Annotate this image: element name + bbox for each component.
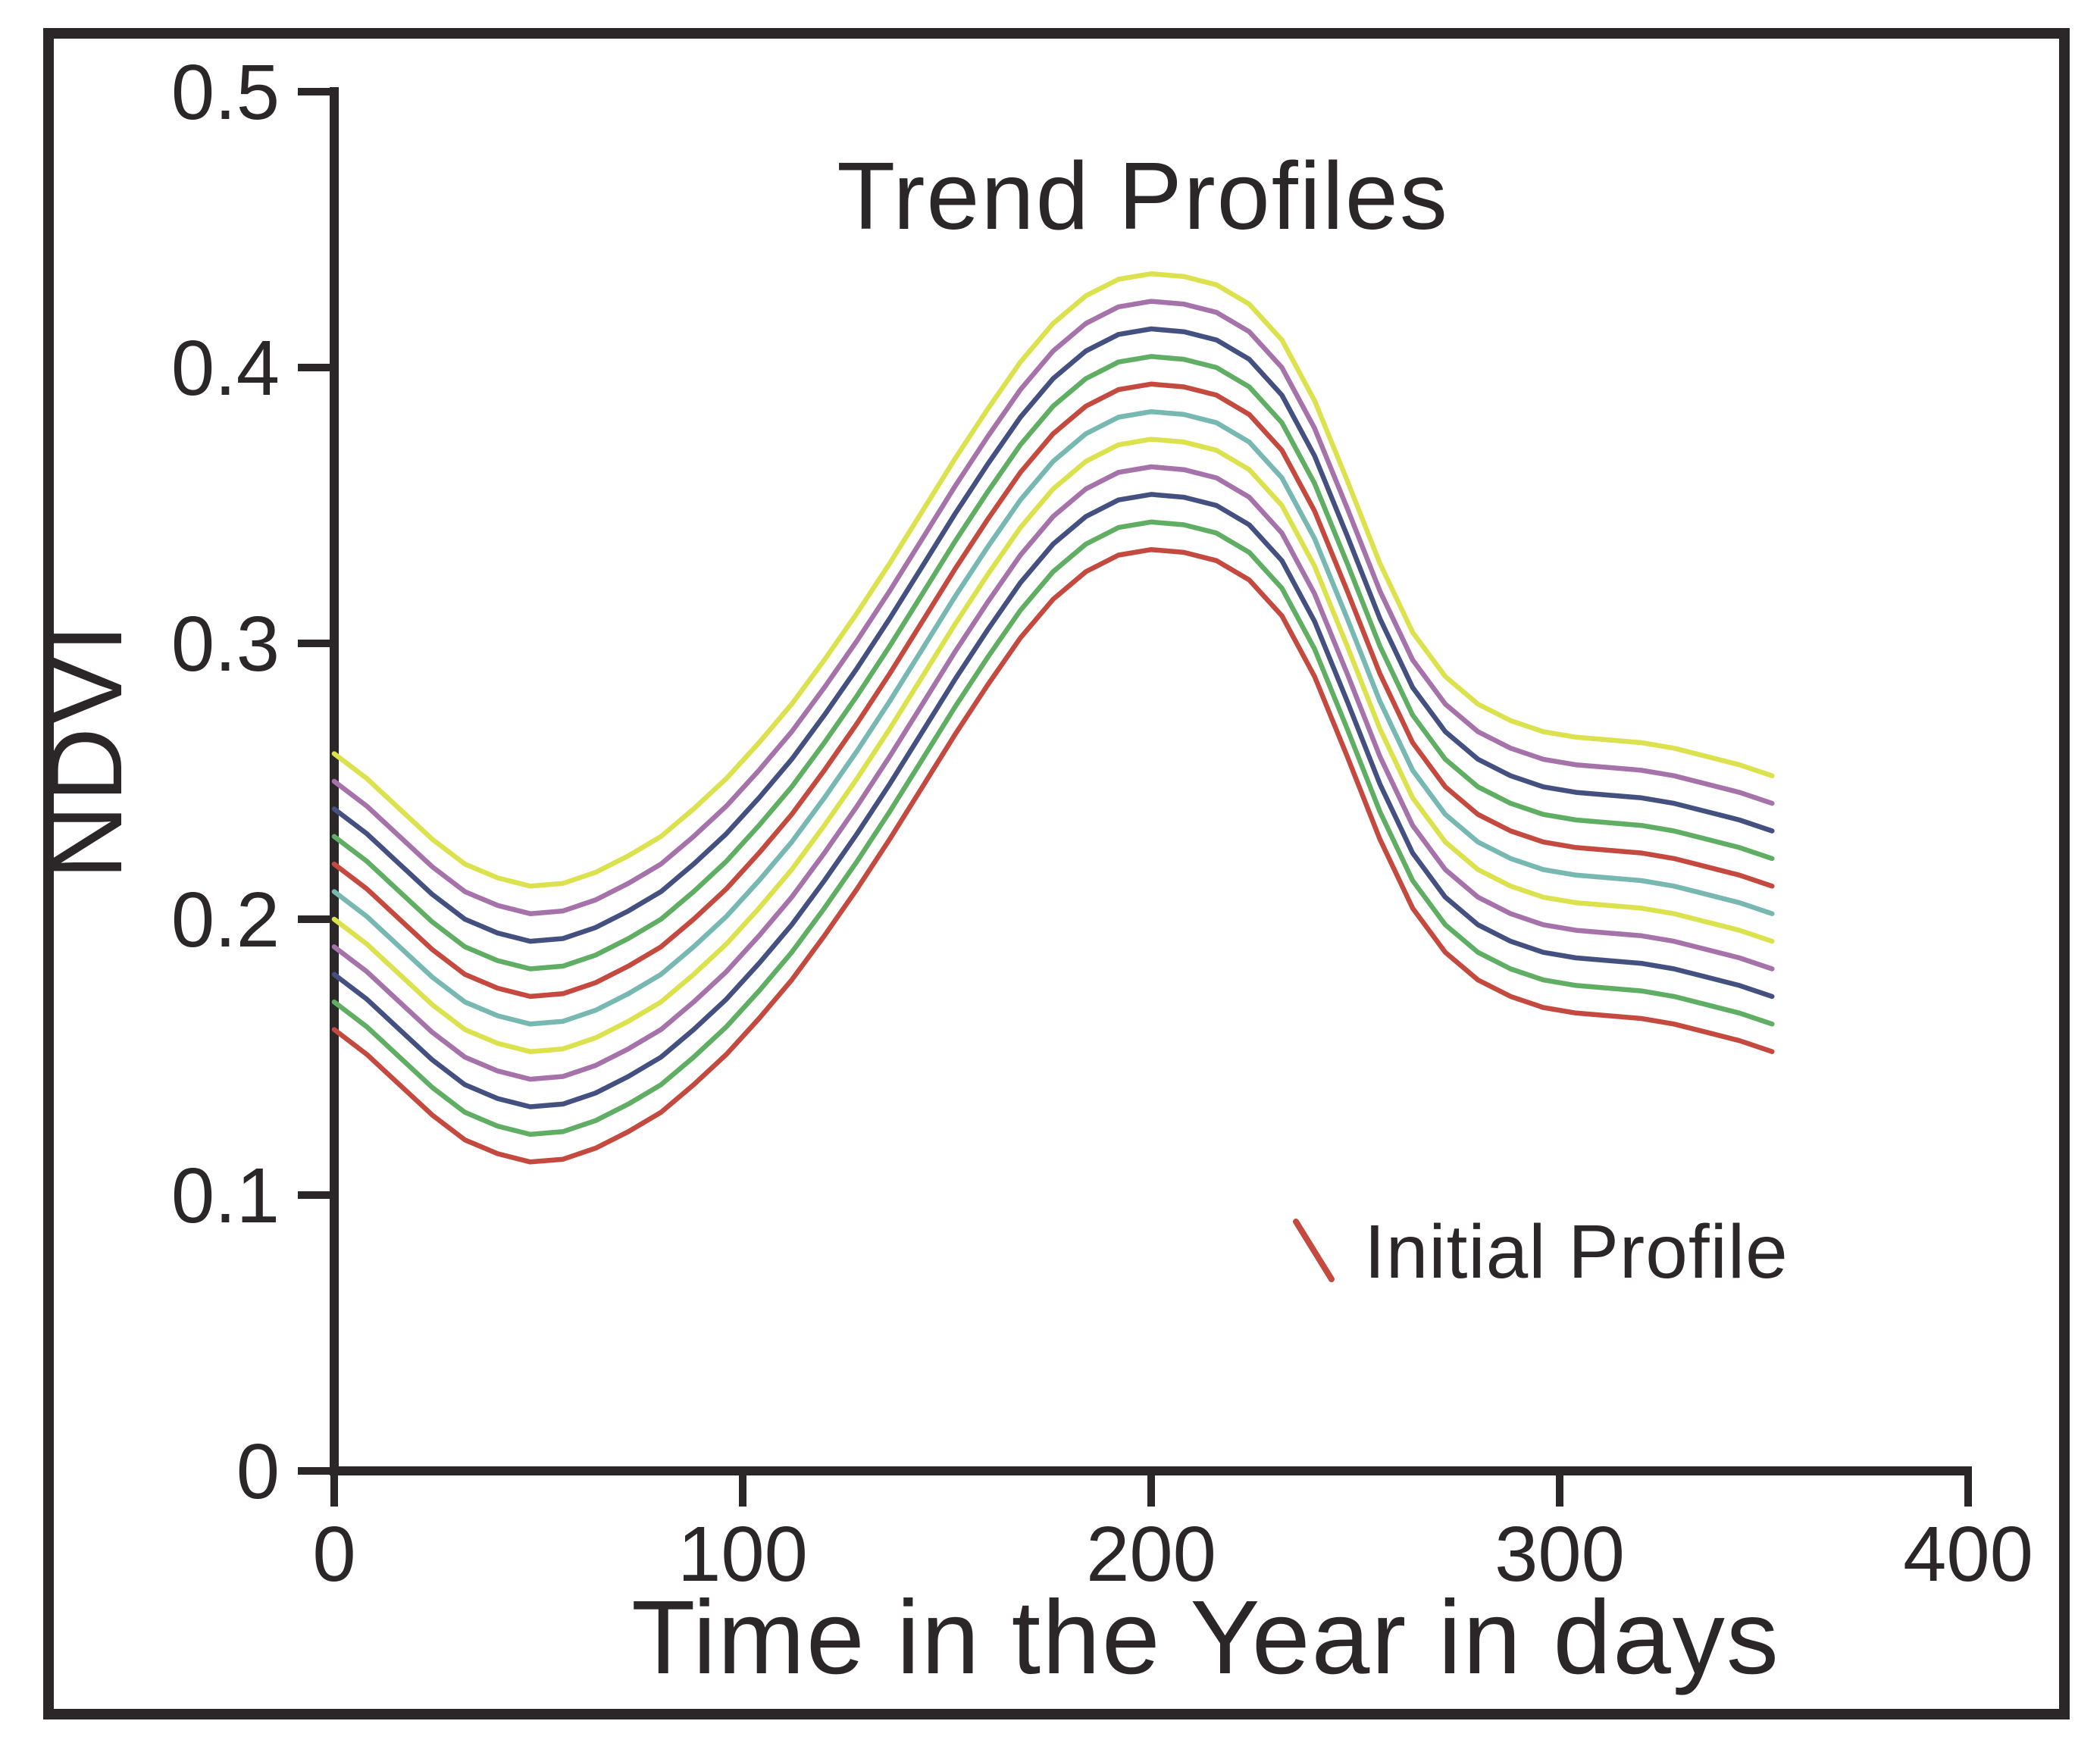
x-tick-label-300: 300 xyxy=(1494,1510,1625,1597)
curve-trend-3 xyxy=(331,464,1775,1082)
curve-trend-7 xyxy=(331,354,1775,972)
y-tick-label-0.3: 0.3 xyxy=(171,600,280,687)
x-tick-label-200: 200 xyxy=(1086,1510,1216,1597)
curve-trend-1 xyxy=(331,519,1775,1137)
legend: Initial Profile xyxy=(1293,1209,1789,1294)
curve-trend-2 xyxy=(331,492,1775,1109)
curve-trend-6 xyxy=(331,381,1775,1000)
curve-trend-4 xyxy=(331,436,1775,1054)
curve-trend-5 xyxy=(331,408,1775,1027)
y-tick-label-0.1: 0.1 xyxy=(171,1152,280,1239)
figure-border xyxy=(43,28,2070,1719)
legend-marker-initial-profile xyxy=(1293,1219,1335,1282)
curve-trend-9 xyxy=(331,299,1775,916)
x-axis-ticks: 0 100 200 300 400 xyxy=(312,1467,2033,1597)
y-axis-ticks: 0 0.1 0.2 0.3 0.4 0.5 xyxy=(171,48,334,1515)
y-axis-title: NDVI xyxy=(28,621,143,880)
y-tick-label-0.4: 0.4 xyxy=(171,324,280,411)
x-axis-title: Time in the Year in days xyxy=(631,1579,1780,1696)
x-tick-label-400: 400 xyxy=(1903,1510,2033,1597)
y-tick-label-0: 0 xyxy=(236,1428,280,1515)
y-tick-label-0.5: 0.5 xyxy=(171,48,280,136)
x-tick-label-100: 100 xyxy=(678,1510,808,1597)
curve-trend-8 xyxy=(331,326,1775,944)
x-tick-label-0: 0 xyxy=(312,1510,355,1597)
chart-title: Trend Profiles xyxy=(837,142,1449,249)
y-tick-label-0.2: 0.2 xyxy=(171,876,280,963)
curve-initial-profile xyxy=(331,546,1775,1165)
curve-trend-10 xyxy=(331,271,1775,889)
trend-curves xyxy=(331,271,1775,1165)
legend-label-initial-profile: Initial Profile xyxy=(1364,1209,1789,1294)
